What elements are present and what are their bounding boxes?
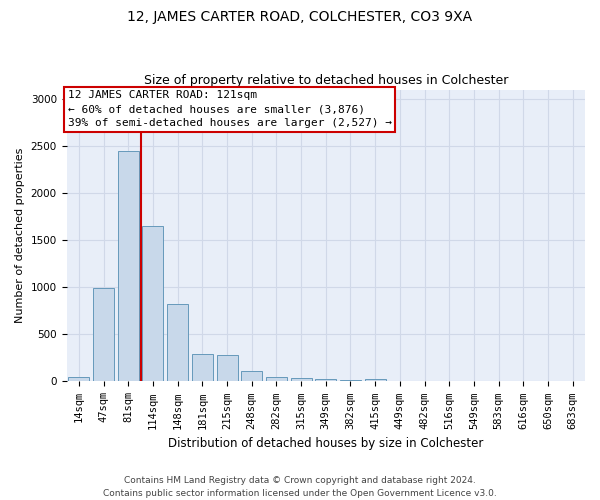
Bar	[241, 371, 262, 382]
Bar	[93, 288, 114, 382]
Bar	[365, 379, 386, 382]
Bar	[290, 378, 311, 382]
Bar	[315, 378, 336, 382]
Y-axis label: Number of detached properties: Number of detached properties	[15, 148, 25, 323]
Bar	[217, 354, 238, 382]
Bar	[340, 380, 361, 382]
Bar	[68, 376, 89, 382]
Text: 12, JAMES CARTER ROAD, COLCHESTER, CO3 9XA: 12, JAMES CARTER ROAD, COLCHESTER, CO3 9…	[127, 10, 473, 24]
Text: Contains HM Land Registry data © Crown copyright and database right 2024.
Contai: Contains HM Land Registry data © Crown c…	[103, 476, 497, 498]
X-axis label: Distribution of detached houses by size in Colchester: Distribution of detached houses by size …	[168, 437, 484, 450]
Bar	[192, 354, 213, 382]
Bar	[266, 376, 287, 382]
Bar	[142, 226, 163, 382]
Text: 12 JAMES CARTER ROAD: 121sqm
← 60% of detached houses are smaller (3,876)
39% of: 12 JAMES CARTER ROAD: 121sqm ← 60% of de…	[68, 90, 392, 128]
Title: Size of property relative to detached houses in Colchester: Size of property relative to detached ho…	[143, 74, 508, 87]
Bar	[167, 304, 188, 382]
Bar	[118, 151, 139, 382]
